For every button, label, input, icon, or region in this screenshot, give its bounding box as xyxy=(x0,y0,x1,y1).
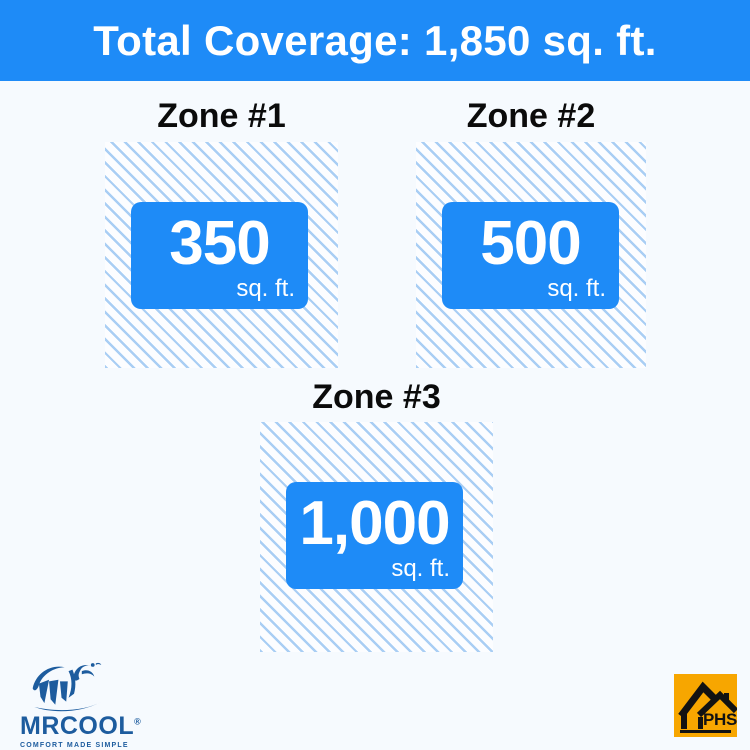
registered-trademark-symbol: ® xyxy=(134,716,142,727)
zone-2-unit: sq. ft. xyxy=(547,275,606,302)
phs-logo-text: PHS xyxy=(703,710,738,729)
mrcool-wordmark-text: MRCOOL xyxy=(20,712,135,740)
mrcool-wordmark: MRCOOL® xyxy=(20,712,142,740)
mrcool-tagline: COMFORT MADE SIMPLE xyxy=(20,742,129,749)
zone-2-title: Zone #2 xyxy=(466,97,596,135)
house-roofs-icon xyxy=(678,681,737,733)
zone-1-area: 350 sq. ft. xyxy=(105,142,338,368)
header-banner: Total Coverage: 1,850 sq. ft. xyxy=(0,0,750,81)
zone-2-badge: 500 sq. ft. xyxy=(442,202,619,309)
zone-2-value: 500 xyxy=(480,209,581,278)
total-coverage-title: Total Coverage: 1,850 sq. ft. xyxy=(93,16,657,64)
zone-3-area: 1,000 sq. ft. xyxy=(260,422,493,652)
polar-bear-icon xyxy=(32,662,102,712)
zone-1-value: 350 xyxy=(169,209,270,278)
zone-1-unit: sq. ft. xyxy=(236,275,295,302)
mrcool-logo: MRCOOL® COMFORT MADE SIMPLE xyxy=(20,660,142,749)
zone-3-unit: sq. ft. xyxy=(391,555,450,582)
phs-logo: PHS xyxy=(674,674,737,737)
zone-3-badge: 1,000 sq. ft. xyxy=(286,482,463,589)
zone-2-area: 500 sq. ft. xyxy=(416,142,646,368)
zone-1-title: Zone #1 xyxy=(157,97,286,135)
zone-3-title: Zone #3 xyxy=(312,378,441,416)
zone-1-badge: 350 sq. ft. xyxy=(131,202,308,309)
zone-3-value: 1,000 xyxy=(299,489,450,558)
